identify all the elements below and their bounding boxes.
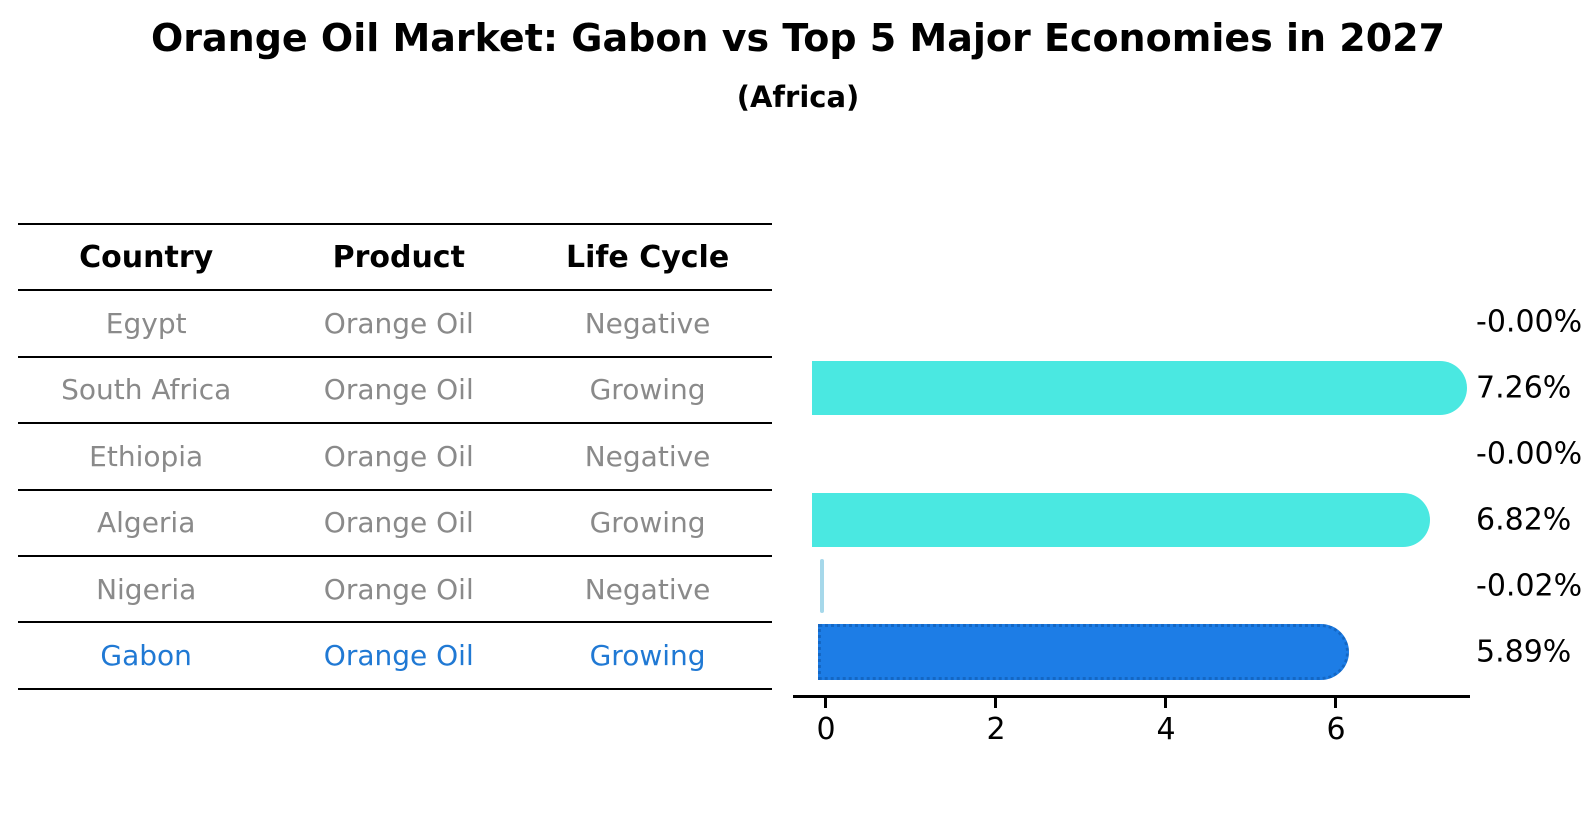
chart-title: Orange Oil Market: Gabon vs Top 5 Major … [150,16,1446,60]
bar-gabon [818,624,1349,680]
market-table-rows: Egypt Orange Oil Negative South Africa Orang… [18,291,772,690]
table-row: Nigeria Orange Oil Negative [18,557,772,624]
value-label-south-africa: 7.26% [1476,370,1572,406]
x-tick-label: 4 [1156,712,1176,747]
table-header-product: Product [332,239,465,275]
table-header-life-cycle: Life Cycle [565,239,730,275]
market-table: Country Product Life Cycle Egypt Orange Oil… [18,223,772,690]
cell-life-cycle: Negative [584,572,711,606]
cell-product: Orange Oil [323,373,474,407]
x-tick-label: 2 [986,712,1006,747]
cell-life-cycle: Growing [589,506,706,540]
cell-country: South Africa [61,373,232,407]
x-tick-mark [1163,698,1167,708]
x-axis-line [793,695,1470,698]
bar-algeria [812,493,1430,547]
cell-country: Gabon [100,639,192,673]
x-tick-mark [993,698,997,708]
x-tick-label: 6 [1326,712,1346,747]
cell-country: Egypt [105,307,187,341]
cell-product: Orange Oil [323,307,474,341]
cell-life-cycle: Growing [589,639,706,673]
value-label-nigeria: -0.02% [1476,568,1583,604]
cell-product: Orange Oil [323,506,474,540]
value-label-ethiopia: -0.00% [1476,436,1583,472]
cell-product: Orange Oil [323,639,474,673]
x-tick-mark [1333,698,1337,708]
table-header-country: Country [79,239,214,275]
table-row: Gabon Orange Oil Growing [18,623,772,690]
cell-product: Orange Oil [323,572,474,606]
bar-nigeria [820,559,824,613]
value-label-gabon: 5.89% [1476,634,1572,670]
x-tick-label: 0 [816,712,836,747]
cell-country: Ethiopia [89,439,204,473]
cell-life-cycle: Negative [584,439,711,473]
bar-south-africa [812,361,1468,415]
cell-life-cycle: Growing [589,373,706,407]
value-label-egypt: -0.00% [1476,304,1583,340]
x-tick-mark [823,698,827,708]
cell-life-cycle: Negative [584,307,711,341]
value-label-algeria: 6.82% [1476,502,1572,538]
table-row: Algeria Orange Oil Growing [18,491,772,557]
cell-product: Orange Oil [323,439,474,473]
cell-country: Algeria [96,506,196,540]
table-row: South Africa Orange Oil Growing [18,358,772,425]
table-row: Ethiopia Orange Oil Negative [18,424,772,491]
table-header-row: Country Product Life Cycle [18,225,772,292]
cell-country: Nigeria [96,572,197,606]
table-row: Egypt Orange Oil Negative [18,291,772,358]
chart-subtitle: (Africa) [736,80,860,114]
